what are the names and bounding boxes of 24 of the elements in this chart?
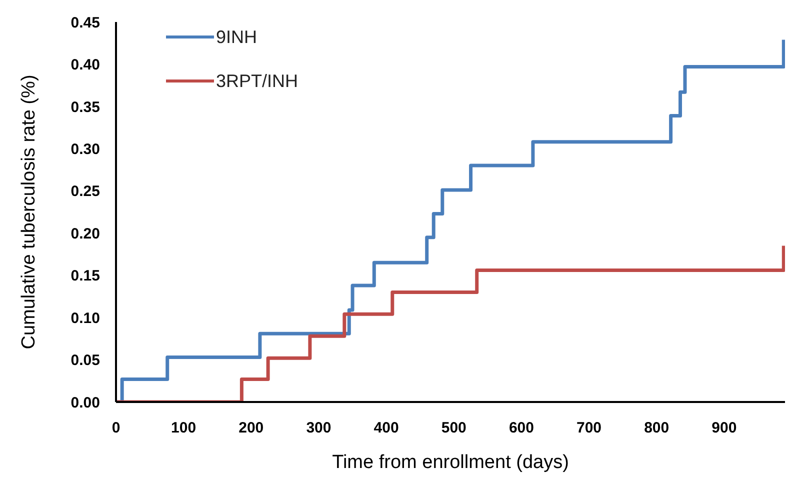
x-tick-label: 400 xyxy=(374,420,399,437)
x-tick-label: 0 xyxy=(112,420,120,437)
legend-label: 3RPT/INH xyxy=(216,70,298,93)
x-tick-label: 200 xyxy=(238,420,264,437)
y-axis-title: Cumulative tuberculosis rate (%) xyxy=(18,74,40,350)
x-tick-label: 600 xyxy=(508,420,534,437)
y-tick-label: 0.25 xyxy=(70,183,100,200)
y-tick-label: 0.00 xyxy=(70,394,100,412)
legend-label: 9INH xyxy=(216,26,258,49)
y-tick-label: 0.45 xyxy=(70,14,100,32)
x-tick-label: 900 xyxy=(712,420,737,437)
x-tick-label: 700 xyxy=(576,420,602,437)
x-tick-label: 500 xyxy=(441,420,466,437)
x-axis-title: Time from enrollment (days) xyxy=(332,452,569,473)
y-tick-label: 0.40 xyxy=(70,56,100,74)
y-tick-label: 0.10 xyxy=(70,310,100,327)
y-tick-label: 0.20 xyxy=(70,225,100,242)
x-tick-label: 300 xyxy=(306,420,332,437)
y-tick-label: 0.35 xyxy=(70,98,100,116)
y-tick-label: 0.15 xyxy=(70,268,100,285)
x-tick-label: 800 xyxy=(644,420,670,437)
y-tick-label: 0.30 xyxy=(70,140,100,158)
y-tick-label: 0.05 xyxy=(70,352,100,370)
x-tick-label: 100 xyxy=(171,420,196,437)
